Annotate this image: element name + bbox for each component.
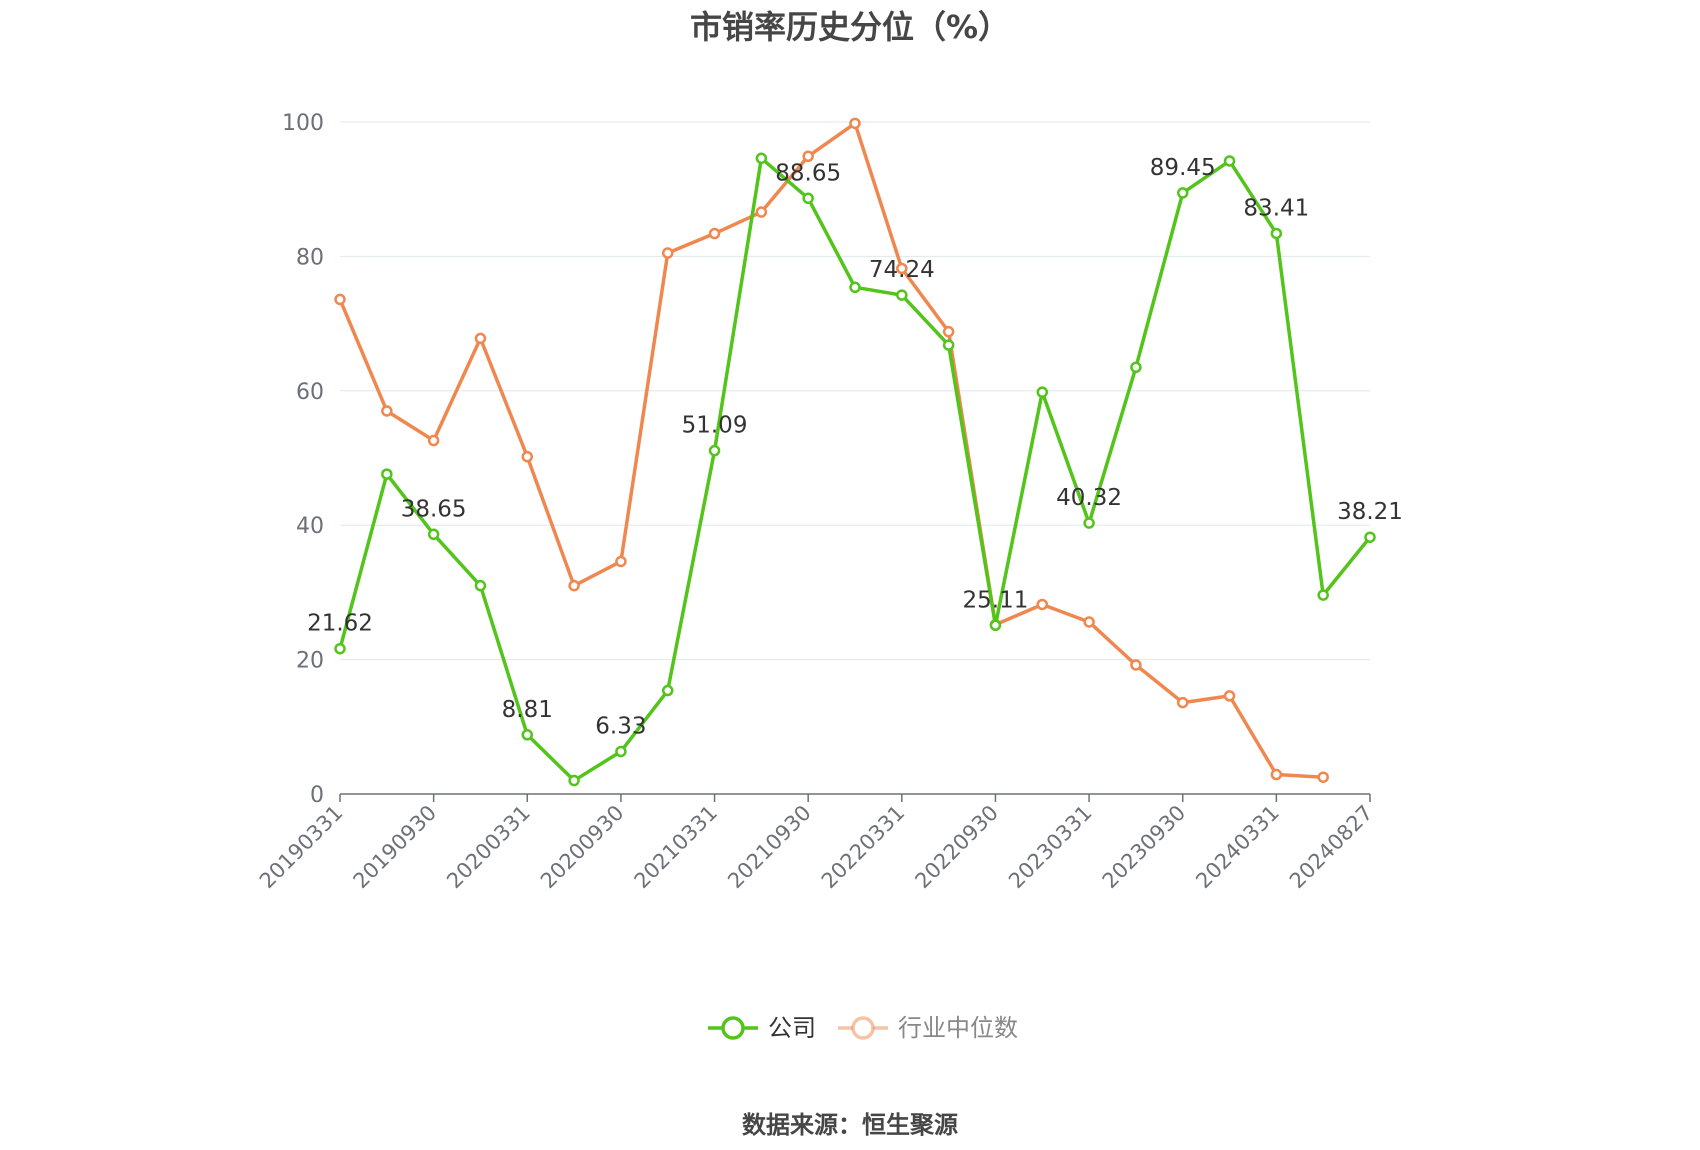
series-line — [338, 156, 1372, 783]
data-label: 21.62 — [307, 611, 373, 637]
data-label: 83.41 — [1243, 195, 1309, 221]
data-point[interactable] — [661, 247, 674, 259]
y-axis: 0 20 40 60 80 100 — [282, 111, 324, 808]
data-point[interactable] — [708, 227, 721, 240]
data-point[interactable] — [942, 325, 955, 338]
data-point[interactable] — [474, 332, 487, 345]
x-tick-label: 20200331 — [442, 801, 535, 894]
data-label: 89.45 — [1150, 155, 1216, 181]
data-point[interactable] — [568, 774, 580, 787]
x-tick-label: 20190930 — [349, 801, 442, 894]
data-point[interactable] — [755, 152, 768, 165]
legend-label: 公司 — [768, 1014, 816, 1042]
data-point[interactable] — [1036, 386, 1049, 398]
x-axis: 20190331 20190930 20200331 20200930 20210331… — [255, 793, 1378, 894]
data-point[interactable] — [661, 684, 674, 697]
data-label: 25.11 — [963, 587, 1029, 613]
legend-marker-icon — [851, 1016, 875, 1040]
data-label: 40.32 — [1056, 485, 1122, 511]
data-label: 38.65 — [401, 496, 467, 522]
data-point[interactable] — [708, 444, 721, 457]
data-point[interactable] — [381, 405, 393, 417]
data-point[interactable] — [849, 281, 861, 294]
data-point[interactable] — [521, 729, 534, 741]
y-tick-label: 20 — [296, 649, 324, 674]
data-label: 51.09 — [682, 413, 748, 439]
data-point[interactable] — [1270, 768, 1283, 781]
y-tick-label: 60 — [296, 380, 324, 405]
legend[interactable]: 公司 行业中位数 — [708, 1014, 1018, 1042]
y-tick-label: 100 — [282, 111, 324, 136]
data-point[interactable] — [1130, 361, 1142, 374]
data-point[interactable] — [1223, 690, 1236, 702]
grid — [340, 121, 1370, 661]
data-labels: 21.62 38.65 8.81 6.33 51.09 88.65 74.24 25.11 40… — [307, 155, 1403, 740]
data-point[interactable] — [427, 434, 440, 447]
series-layer — [334, 117, 1376, 787]
data-point[interactable] — [802, 192, 814, 205]
series-line — [338, 121, 1324, 779]
data-label: 88.65 — [775, 160, 841, 186]
x-tick-label: 20240331 — [1191, 801, 1284, 894]
y-tick-label: 40 — [296, 514, 324, 539]
data-point[interactable] — [896, 289, 908, 301]
data-point[interactable] — [334, 293, 346, 306]
y-tick-label: 0 — [310, 783, 324, 808]
chart-title: 市销率历史分位（%） — [690, 8, 1010, 46]
legend-marker-icon — [721, 1016, 745, 1040]
data-label: 6.33 — [595, 713, 646, 739]
legend-label: 行业中位数 — [898, 1014, 1018, 1042]
data-point[interactable] — [334, 642, 346, 655]
x-tick-label: 20240827 — [1285, 801, 1378, 894]
data-label: 8.81 — [502, 697, 553, 723]
x-tick-label: 20230331 — [1004, 801, 1097, 894]
series-0 — [334, 152, 1376, 787]
data-point[interactable] — [1317, 771, 1329, 783]
data-point[interactable] — [381, 468, 393, 480]
data-point[interactable] — [568, 579, 580, 592]
data-point[interactable] — [1130, 659, 1142, 671]
data-label: 38.21 — [1337, 499, 1403, 525]
data-point[interactable] — [1176, 187, 1189, 199]
y-tick-label: 80 — [296, 245, 324, 270]
data-source: 数据来源：恒生聚源 — [742, 1111, 958, 1139]
data-label: 74.24 — [869, 257, 935, 283]
data-point[interactable] — [1176, 696, 1189, 709]
data-point[interactable] — [615, 555, 627, 568]
data-point[interactable] — [1083, 517, 1095, 529]
x-tick-label: 20220331 — [817, 801, 910, 894]
data-point[interactable] — [615, 745, 627, 758]
x-tick-label: 20190331 — [255, 801, 348, 894]
x-tick-label: 20210930 — [723, 801, 816, 894]
x-tick-label: 20200930 — [536, 801, 629, 894]
data-point[interactable] — [896, 262, 908, 275]
data-point[interactable] — [1083, 616, 1095, 628]
series-1 — [334, 117, 1329, 783]
data-point[interactable] — [942, 339, 955, 351]
x-tick-label: 20230930 — [1098, 801, 1191, 894]
data-point[interactable] — [1223, 155, 1236, 167]
data-point[interactable] — [1317, 589, 1329, 601]
data-point[interactable] — [849, 117, 861, 130]
data-point[interactable] — [1364, 531, 1376, 543]
data-point[interactable] — [474, 579, 487, 592]
data-point[interactable] — [1270, 227, 1283, 240]
x-tick-label: 20220930 — [910, 801, 1003, 894]
data-point[interactable] — [755, 206, 768, 218]
data-point[interactable] — [1036, 598, 1049, 611]
x-tick-label: 20210331 — [630, 801, 723, 894]
data-point[interactable] — [802, 150, 814, 163]
legend-item-0[interactable]: 公司 — [708, 1014, 816, 1042]
data-point[interactable] — [989, 619, 1002, 632]
data-point[interactable] — [427, 528, 440, 541]
data-point[interactable] — [521, 450, 534, 463]
legend-item-1[interactable]: 行业中位数 — [838, 1014, 1018, 1042]
